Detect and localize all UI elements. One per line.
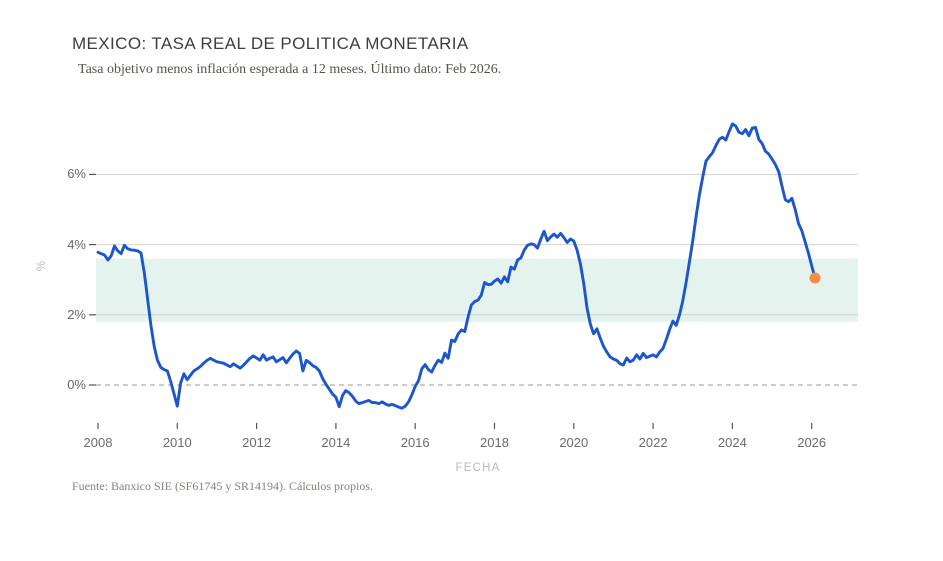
chart-title: MEXICO: TASA REAL DE POLITICA MONETARIA (72, 34, 469, 53)
gridlines (96, 173, 858, 386)
y-tick-label: 6% (67, 166, 86, 182)
y-tick-label: 2% (67, 306, 86, 322)
axis-ticks (89, 173, 813, 429)
x-tick-label: 2016 (400, 435, 430, 450)
x-tick-label: 2008 (83, 435, 113, 450)
y-axis-title: % (36, 260, 48, 272)
data-line (96, 122, 817, 410)
x-tick-label: 2022 (638, 435, 668, 450)
source-note: Fuente: Banxico SIE (SF61745 y SR14194).… (72, 479, 373, 493)
x-tick-label: 2010 (162, 435, 192, 450)
y-tick-label: 4% (67, 236, 86, 252)
x-tick-label: 2014 (321, 435, 351, 450)
shaded-band (96, 258, 858, 322)
x-tick-label: 2012 (242, 435, 272, 450)
y-tick-label: 0% (67, 377, 86, 392)
x-axis-title: FECHA (455, 462, 501, 474)
x-tick-label: 2026 (797, 435, 827, 450)
x-tick-label: 2024 (717, 435, 747, 450)
x-tick-label: 2020 (559, 435, 589, 450)
last-point-marker (809, 272, 821, 284)
x-tick-label: 2018 (480, 435, 509, 450)
chart-subtitle: Tasa objetivo menos inflación esperada a… (78, 62, 502, 77)
